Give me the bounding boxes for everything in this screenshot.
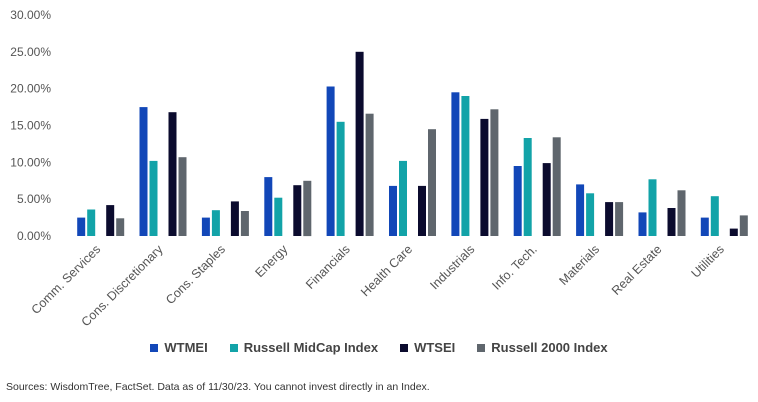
bar <box>605 202 614 236</box>
bar <box>638 212 647 236</box>
x-tick-label: Energy <box>252 242 290 280</box>
bar <box>149 160 158 236</box>
legend-label: Russell MidCap Index <box>243 340 379 355</box>
legend-item-russell-2000: Russell 2000 Index <box>477 340 608 355</box>
x-tick-label: Cons. Staples <box>163 242 228 307</box>
x-tick-label: Real Estate <box>609 242 665 298</box>
legend-label: Russell 2000 Index <box>491 340 608 355</box>
x-tick-label: Industrials <box>427 242 477 292</box>
bar <box>480 118 489 236</box>
bar <box>648 179 657 236</box>
legend-swatch <box>477 343 486 352</box>
bar <box>523 138 532 236</box>
bar <box>513 166 522 236</box>
bar <box>336 121 345 236</box>
legend-item-wtmei: WTMEI <box>150 340 208 355</box>
x-tick-label: Health Care <box>358 242 415 299</box>
y-tick-label: 15.00% <box>10 119 51 133</box>
bar <box>87 209 96 236</box>
bar <box>461 96 470 236</box>
x-tick-label: Financials <box>303 242 353 292</box>
legend-item-russell-midcap: Russell MidCap Index <box>229 340 379 355</box>
legend-swatch <box>150 343 159 352</box>
bar <box>240 211 249 236</box>
legend-item-wtsei: WTSEI <box>400 340 455 355</box>
source-note: Sources: WisdomTree, FactSet. Data as of… <box>6 381 430 393</box>
bar <box>293 185 302 236</box>
bars <box>77 51 748 237</box>
bar <box>710 196 719 236</box>
y-tick-label: 25.00% <box>10 45 51 59</box>
legend: WTMEI Russell MidCap Index WTSEI Russell… <box>0 340 758 355</box>
bar <box>729 228 738 236</box>
bar <box>211 210 220 236</box>
x-tick-label: Utilities <box>689 242 727 280</box>
bar <box>106 205 115 236</box>
legend-swatch <box>229 343 238 352</box>
x-tick-label: Materials <box>556 242 602 288</box>
bar <box>418 185 426 236</box>
legend-label: WTSEI <box>414 340 456 355</box>
bar <box>168 112 177 236</box>
bar <box>230 201 239 236</box>
y-tick-label: 30.00% <box>10 8 51 22</box>
bar <box>77 217 86 236</box>
bar <box>264 177 273 236</box>
bar <box>139 107 148 236</box>
x-tick-label: Info. Tech. <box>489 242 540 293</box>
bar <box>303 180 312 237</box>
bar <box>739 215 748 236</box>
y-tick-label: 10.00% <box>10 155 51 169</box>
bar <box>542 163 551 236</box>
bar <box>365 113 374 236</box>
bar <box>615 202 624 236</box>
legend-swatch <box>400 343 409 352</box>
y-tick-label: 0.00% <box>17 229 51 243</box>
bar <box>667 208 676 236</box>
bar <box>116 218 125 236</box>
y-tick-label: 5.00% <box>17 192 51 206</box>
bar <box>355 51 364 236</box>
bar <box>586 193 595 236</box>
bar <box>576 184 585 236</box>
bar <box>700 217 709 236</box>
y-axis-ticks: 0.00% 5.00% 10.00% 15.00% 20.00% 25.00% 30.00% <box>10 8 51 243</box>
bar <box>428 129 436 236</box>
bar <box>178 157 187 236</box>
bar <box>326 86 335 236</box>
bar <box>677 190 686 236</box>
bar <box>389 185 397 236</box>
bar <box>552 137 561 236</box>
bar <box>399 160 407 236</box>
y-tick-label: 20.00% <box>10 82 51 96</box>
bar <box>451 92 460 236</box>
bar <box>490 109 499 236</box>
bar <box>274 197 283 236</box>
bar <box>201 217 210 236</box>
legend-label: WTMEI <box>164 340 208 355</box>
